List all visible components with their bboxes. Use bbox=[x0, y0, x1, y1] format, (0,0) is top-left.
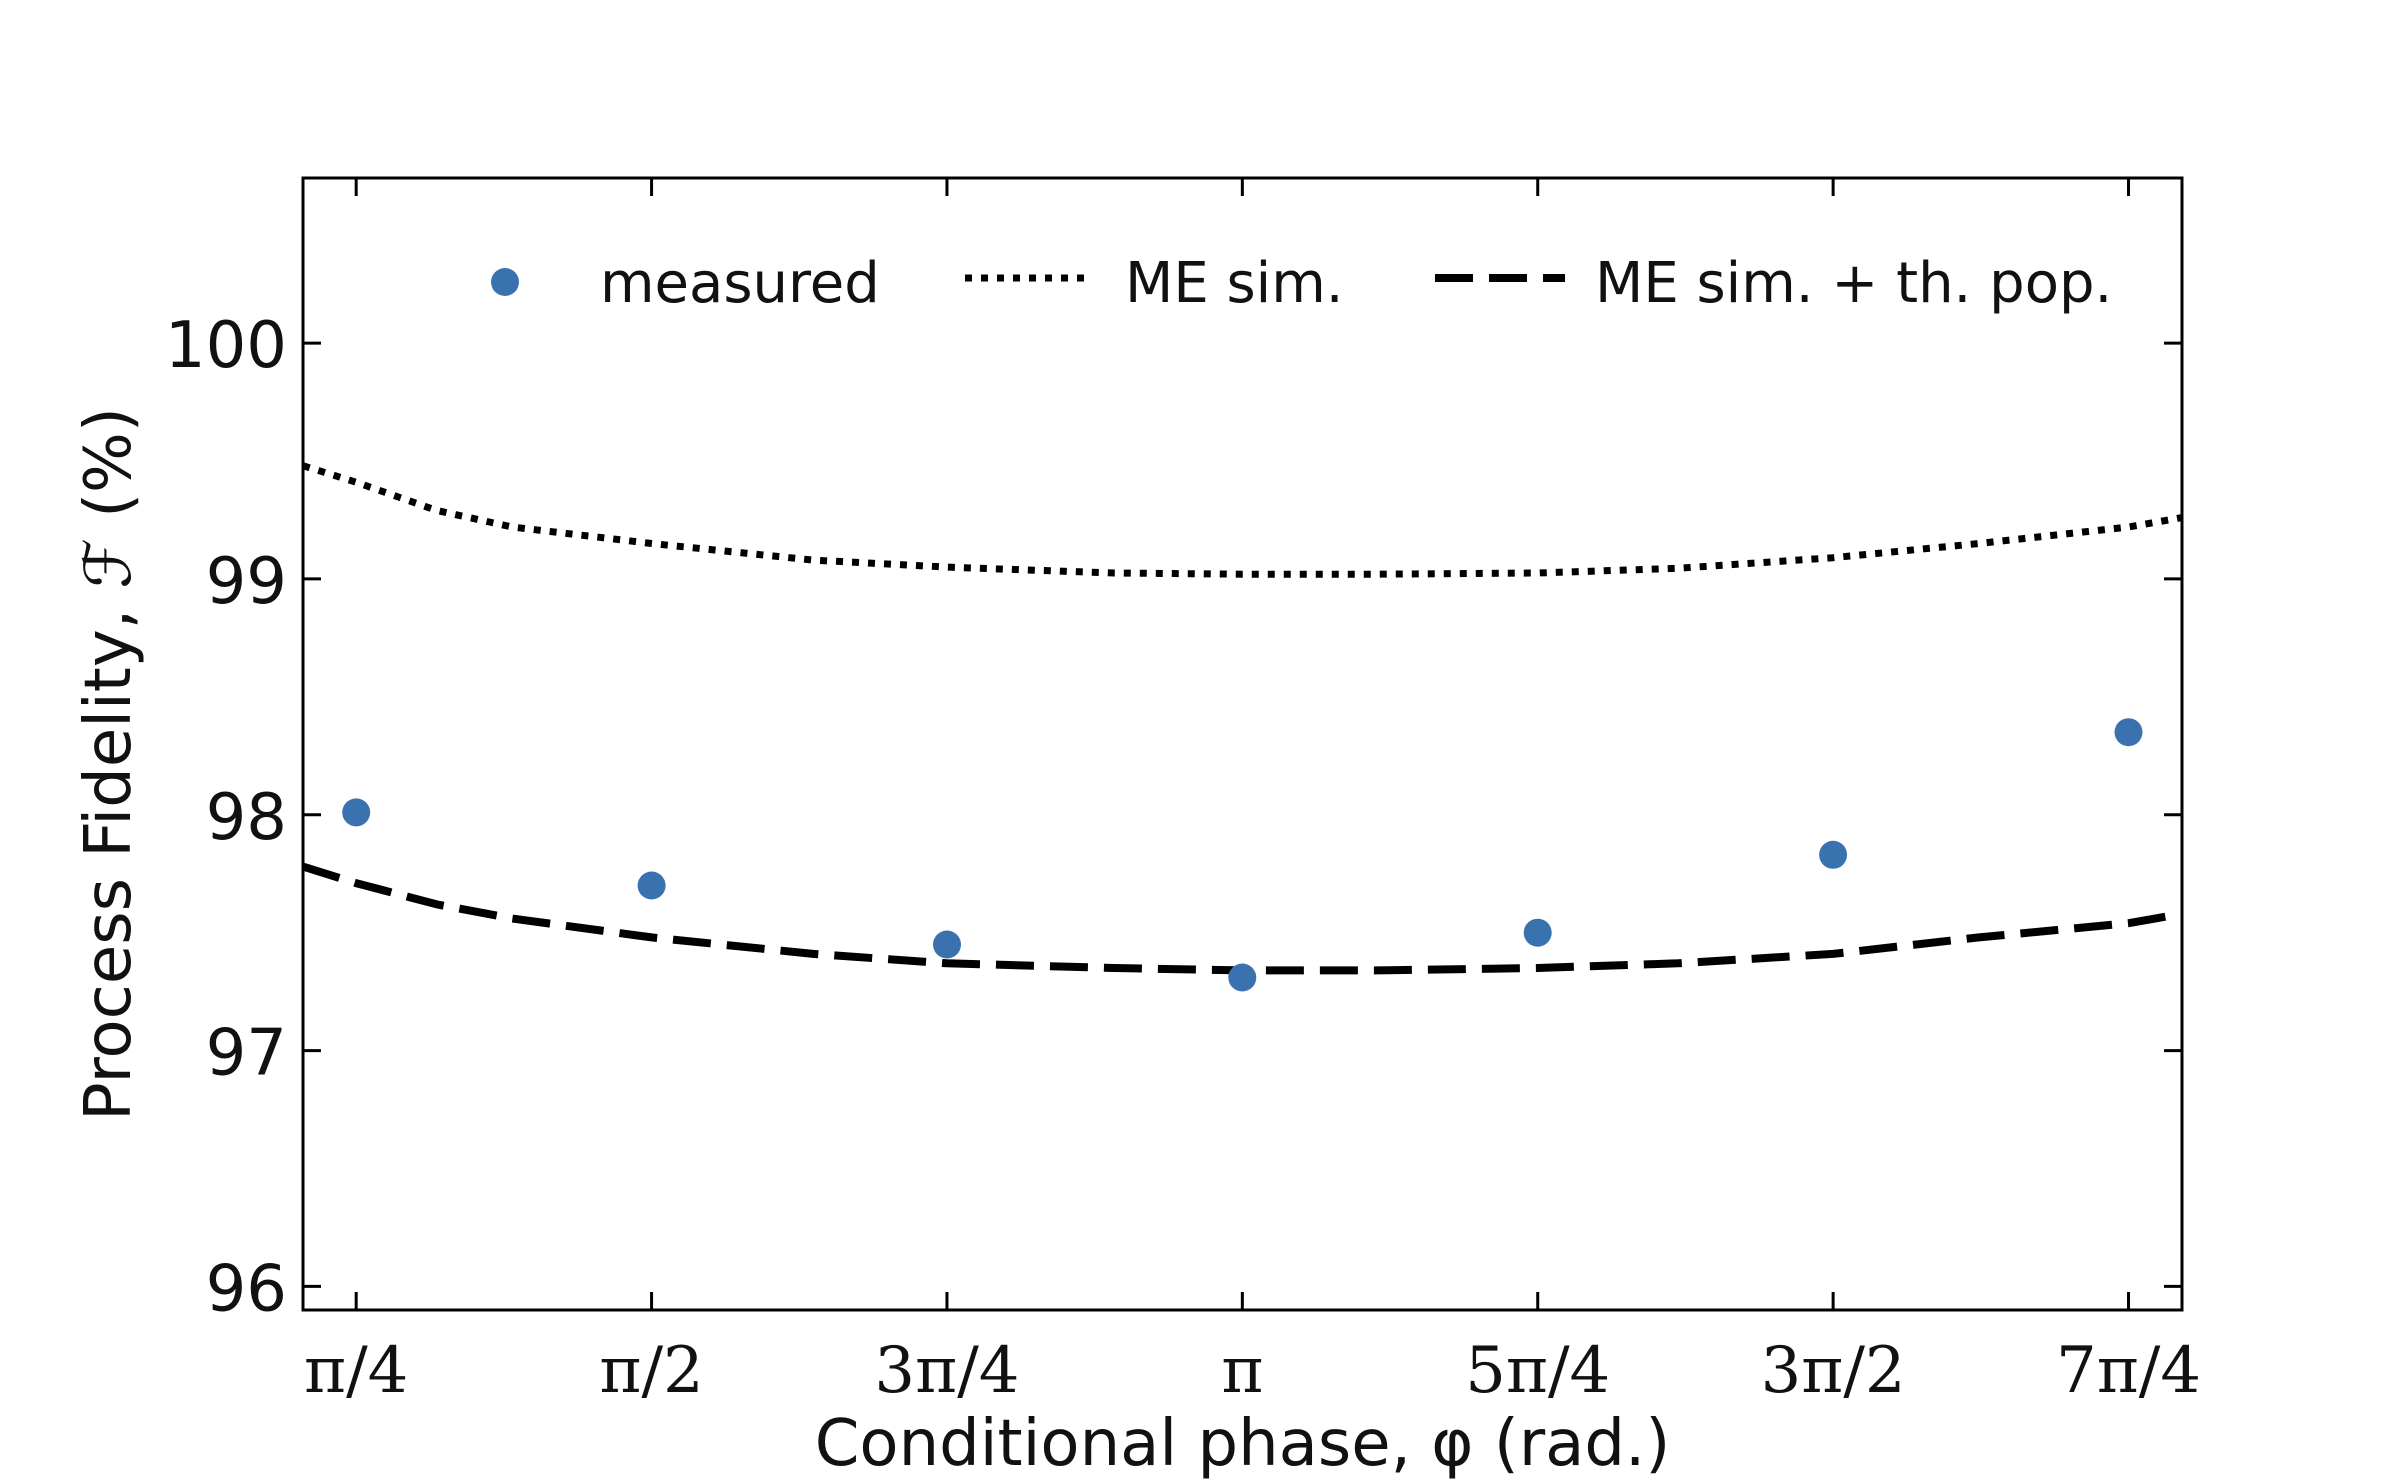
series-line-1 bbox=[301, 462, 2183, 578]
y-tick-label: 100 bbox=[165, 309, 287, 383]
legend-measured-label: measured bbox=[600, 251, 880, 316]
x-tick-label: π/2 bbox=[599, 1334, 703, 1408]
measured-point bbox=[933, 930, 961, 959]
x-tick-label: 5π/4 bbox=[1465, 1334, 1610, 1408]
legend-me-sim-label: ME sim. bbox=[1125, 251, 1344, 316]
measured-point bbox=[2114, 718, 2143, 747]
x-tick-label: 3π/4 bbox=[874, 1334, 1019, 1408]
legend-me-sim-thpop-label: ME sim. + th. pop. bbox=[1595, 251, 2112, 316]
measured-point bbox=[637, 871, 666, 900]
x-tick-label: π bbox=[1221, 1334, 1263, 1408]
x-tick-label: 3π/2 bbox=[1761, 1334, 1906, 1408]
y-tick-label: 97 bbox=[206, 1017, 287, 1091]
series-line-2 bbox=[301, 862, 2183, 975]
plot-frame bbox=[301, 176, 2184, 1312]
y-tick-label: 98 bbox=[206, 781, 287, 855]
x-axis-label: Conditional phase, φ (rad.) bbox=[815, 1407, 1671, 1481]
x-tick-label: π/4 bbox=[304, 1334, 408, 1408]
legend-measured-marker bbox=[491, 268, 519, 296]
measured-point bbox=[1523, 918, 1552, 947]
axes-layer bbox=[301, 176, 2184, 1312]
measured-point bbox=[1228, 963, 1257, 992]
measured-point bbox=[1819, 840, 1848, 869]
measured-point bbox=[342, 798, 371, 827]
y-axis-label: Process Fidelity, ℱ (%) bbox=[72, 407, 146, 1121]
x-tick-label: 7π/4 bbox=[2056, 1334, 2201, 1408]
plot-layer bbox=[301, 462, 2183, 992]
ticks-layer: π/4 π/2 3π/4 π 5π/4 3π/2 7π/4 96 97 98 99 100 bbox=[165, 178, 2201, 1408]
legend: measured ME sim. ME sim. + th. pop. bbox=[491, 251, 2112, 316]
y-tick-label: 99 bbox=[206, 545, 287, 619]
y-tick-label: 96 bbox=[206, 1252, 287, 1326]
